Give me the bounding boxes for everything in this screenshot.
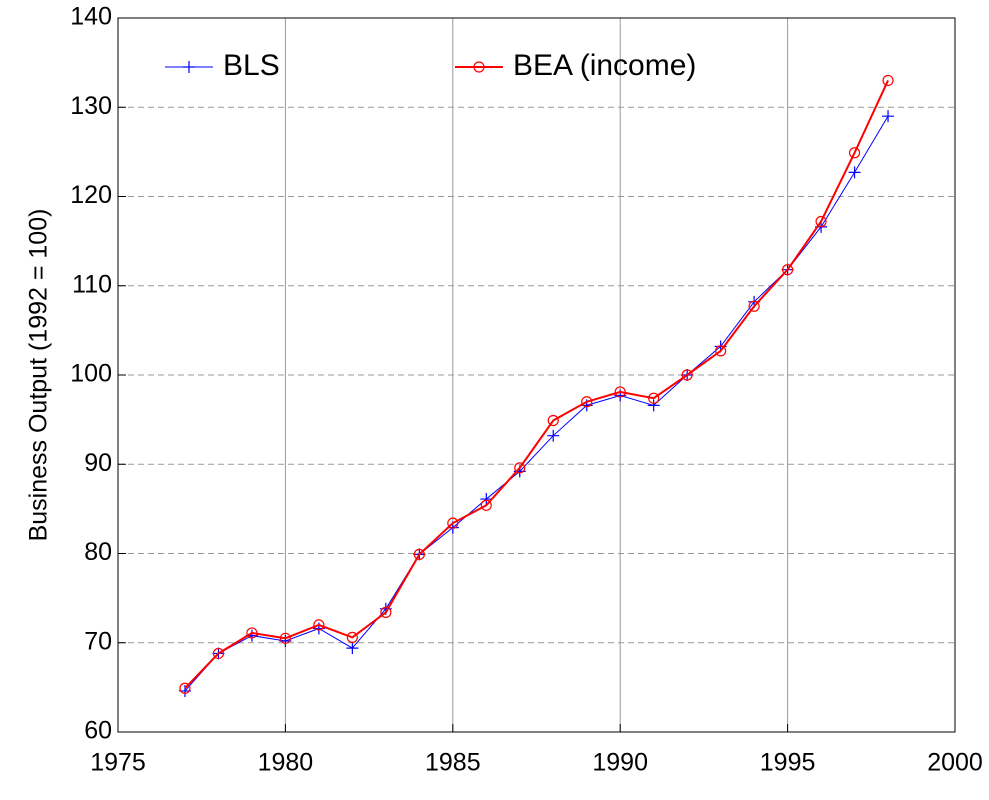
point — [313, 619, 325, 631]
y-tick-label: 110 — [72, 270, 112, 298]
x-tick-label: 1995 — [760, 749, 816, 777]
point — [648, 392, 660, 404]
x-tick-label: 1980 — [258, 749, 314, 777]
point — [480, 499, 492, 511]
point — [848, 147, 861, 159]
x-tick-label: 2000 — [927, 749, 983, 777]
legend-label: BEA (income) — [513, 49, 696, 82]
x-tick-label: 1975 — [90, 749, 146, 777]
point — [380, 606, 392, 619]
line — [184, 115, 889, 692]
point — [882, 110, 895, 123]
legend-label: BLS — [223, 49, 280, 82]
y-tick-label: 100 — [70, 360, 112, 388]
point — [882, 74, 894, 87]
point — [346, 631, 358, 643]
y-tick-label: 80 — [84, 538, 112, 566]
point — [246, 627, 258, 639]
y-tick-label: 60 — [84, 717, 112, 745]
point — [614, 386, 626, 398]
point — [581, 396, 593, 408]
point — [547, 429, 560, 442]
point — [815, 215, 827, 228]
x-tick-label: 1990 — [592, 749, 648, 777]
point — [647, 399, 660, 412]
line — [184, 80, 889, 689]
y-tick-label: 90 — [84, 449, 112, 477]
point — [848, 166, 861, 179]
point — [480, 493, 493, 506]
point — [212, 647, 225, 660]
point — [681, 369, 693, 381]
y-tick-label: 120 — [70, 181, 112, 209]
legend-marker — [183, 61, 195, 73]
y-tick-label: 70 — [84, 627, 112, 655]
y-tick-label: 130 — [70, 92, 112, 120]
point — [279, 632, 291, 644]
point — [748, 300, 760, 312]
x-tick-label: 1985 — [425, 749, 481, 777]
point — [514, 462, 526, 474]
point — [715, 345, 727, 357]
y-axis-label: Business Output (1992 = 100) — [25, 209, 53, 542]
point — [346, 642, 359, 655]
y-tick-label: 140 — [70, 3, 112, 31]
point — [781, 264, 794, 276]
point — [547, 414, 559, 427]
point — [447, 517, 459, 529]
legend-marker — [473, 61, 485, 73]
point — [413, 548, 425, 560]
plot-frame — [117, 17, 956, 733]
point — [179, 682, 191, 694]
